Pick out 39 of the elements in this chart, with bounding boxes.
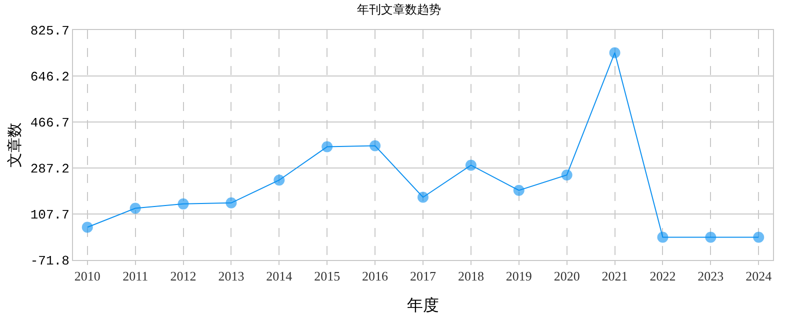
x-tick-label: 2022: [650, 268, 676, 284]
x-tick-label: 2018: [458, 268, 484, 284]
y-tick-label: 825.7: [30, 24, 70, 39]
x-axis-title: 年度: [407, 295, 439, 314]
point: [561, 169, 572, 180]
point: [274, 174, 285, 186]
y-tick-label: 287.2: [30, 162, 70, 177]
point: [370, 140, 381, 152]
point: [705, 232, 716, 243]
x-tick-label: 2015: [314, 268, 340, 284]
point: [82, 222, 93, 233]
x-tick-label: 2021: [602, 268, 628, 284]
y-tick-label: 466.7: [30, 116, 70, 131]
x-tick-label: 2014: [266, 268, 293, 284]
point: [513, 184, 524, 196]
point: [465, 160, 476, 171]
x-tick-label: 2010: [74, 268, 100, 284]
x-tick-label: 2024: [746, 268, 772, 284]
point: [178, 198, 189, 210]
chart-title: 年刊文章数趋势: [357, 2, 441, 16]
point: [753, 232, 764, 243]
y-tick-label: 646.2: [30, 70, 70, 85]
x-tick-label: 2017: [410, 268, 436, 284]
point: [609, 47, 620, 58]
y-tick-label: -71.8: [30, 254, 70, 269]
point: [657, 232, 668, 243]
x-tick-label: 2011: [122, 268, 148, 284]
x-tick-label: 2013: [218, 268, 244, 284]
y-axis-title: 文章数: [6, 122, 24, 168]
x-tick-label: 2016: [362, 268, 389, 284]
point: [418, 192, 428, 203]
y-tick-label: 107.7: [30, 208, 70, 223]
x-tick-label: 2023: [698, 268, 724, 284]
point: [226, 197, 237, 208]
point: [130, 202, 141, 214]
x-tick-label: 2020: [554, 268, 580, 284]
x-tick-label: 2019: [506, 268, 532, 284]
point: [322, 141, 333, 152]
x-tick-label: 2012: [170, 268, 196, 284]
